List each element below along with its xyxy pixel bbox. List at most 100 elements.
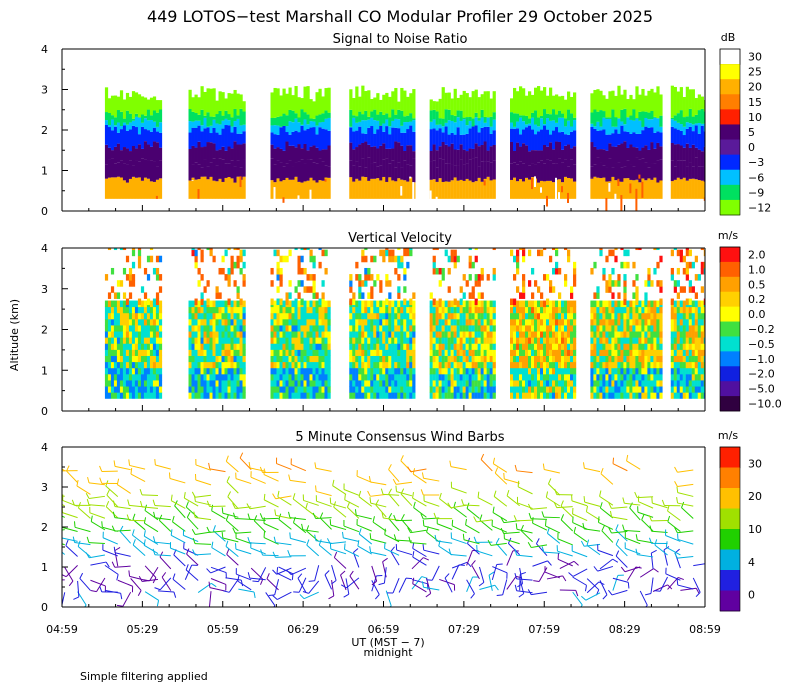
w-cell (617, 392, 621, 399)
w-cell (703, 312, 705, 320)
w-cell (435, 349, 439, 356)
wind-barb-feather (240, 580, 244, 587)
snr-cell (110, 95, 115, 116)
snr-cell (694, 98, 698, 115)
wind-barb (235, 548, 252, 555)
w-cell (638, 337, 642, 344)
w-cell (492, 325, 496, 332)
w-cell (516, 361, 520, 369)
snr-cell (534, 176, 537, 187)
w-cell (236, 355, 240, 363)
snr-cell (534, 124, 538, 135)
snr-cell (438, 98, 442, 119)
w-cell (546, 386, 550, 393)
snr-cell (279, 162, 283, 182)
w-cell (707, 368, 710, 375)
w-cell (510, 318, 514, 326)
snr-cell (224, 125, 228, 151)
snr-cell (291, 145, 295, 167)
w-cell (409, 349, 413, 356)
w-cell (218, 380, 222, 387)
wind-barb (225, 577, 242, 581)
wind-barb (129, 575, 146, 581)
wind-barb (65, 565, 78, 578)
wind-barb (226, 553, 239, 566)
snr-cell (471, 126, 475, 149)
w-cell (617, 292, 621, 299)
w-cell (110, 367, 115, 375)
w-cell (122, 318, 127, 326)
snr-cell (483, 178, 487, 199)
w-cell (116, 373, 121, 381)
w-cell (303, 312, 307, 320)
w-cell (694, 255, 698, 263)
w-cell (546, 355, 550, 363)
wind-barb-feather (87, 476, 90, 484)
w-cell (276, 373, 280, 381)
w-cell (397, 248, 401, 251)
w-cell (367, 267, 371, 275)
w-cell (471, 306, 475, 314)
w-cell (703, 367, 705, 375)
snr-cell (564, 118, 568, 127)
w-cell (700, 343, 704, 350)
snr-cell (125, 148, 130, 165)
w-cell (291, 355, 295, 363)
w-cell (116, 367, 121, 375)
snr-cell (300, 182, 304, 199)
w-cell (282, 306, 286, 314)
w-cell (315, 343, 319, 350)
w-cell (300, 337, 304, 344)
w-cell (282, 300, 286, 308)
w-cell (453, 337, 457, 344)
w-cell (364, 367, 368, 375)
w-cell (703, 392, 705, 399)
snr-cell (107, 98, 112, 113)
y-tick-label: 1 (41, 165, 48, 178)
w-cell (441, 380, 445, 387)
wind-barb-feather (291, 573, 294, 580)
w-cell (400, 261, 404, 269)
w-cell (412, 392, 416, 399)
snr-cell (605, 134, 609, 151)
w-cell (276, 361, 280, 369)
snr-cell (107, 147, 112, 160)
w-cell (656, 306, 660, 314)
w-cell (349, 312, 353, 320)
wind-barb (239, 457, 252, 470)
w-cell (477, 331, 481, 338)
w-cell (573, 380, 577, 387)
w-cell (710, 362, 713, 369)
w-cell (549, 349, 553, 356)
snr-cell (444, 126, 448, 145)
snr-cell (212, 88, 216, 117)
w-cell (403, 337, 407, 344)
wind-barb-feather (120, 593, 123, 600)
w-cell (233, 261, 237, 269)
snr-cell (703, 131, 705, 147)
w-cell (555, 337, 559, 344)
wind-barb-feather (268, 594, 275, 597)
w-cell (279, 349, 283, 356)
wind-barb-feather (105, 561, 110, 568)
w-cell (608, 286, 612, 293)
w-cell (462, 392, 466, 399)
w-cell (373, 255, 377, 263)
w-cell (110, 318, 115, 326)
wind-barb (257, 567, 267, 582)
w-cell (397, 349, 401, 356)
w-cell (367, 361, 371, 369)
w-cell (285, 298, 289, 306)
w-cell (300, 392, 304, 399)
w-cell (626, 355, 630, 363)
w-cell (534, 306, 538, 314)
snr-cell (483, 91, 487, 117)
w-cell (456, 361, 460, 369)
snr-cell (685, 128, 689, 144)
w-cell (656, 361, 660, 369)
w-cell (137, 373, 142, 381)
w-cell (685, 325, 689, 332)
w-cell (218, 306, 222, 314)
w-cell (525, 300, 529, 308)
w-cell (324, 337, 328, 344)
